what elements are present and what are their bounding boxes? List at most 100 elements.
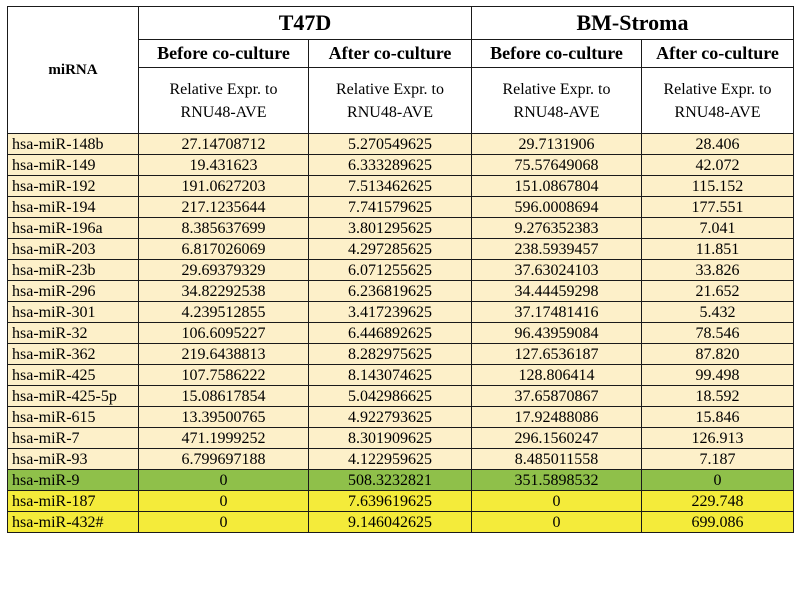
header-phase-row: Before co-culture After co-culture Befor… bbox=[8, 39, 794, 68]
t47d-after-cell: 6.236819625 bbox=[308, 280, 472, 302]
stroma-before-cell: 296.1560247 bbox=[471, 427, 642, 449]
t47d-after-cell: 8.301909625 bbox=[308, 427, 472, 449]
stroma-before-cell: 0 bbox=[471, 511, 642, 533]
stroma-after-cell: 11.851 bbox=[641, 238, 794, 260]
table-header: miRNA T47D BM-Stroma Before co-culture A… bbox=[7, 6, 794, 134]
unit-header: Relative Expr. to RNU48-AVE bbox=[471, 67, 642, 134]
stroma-after-cell: 7.041 bbox=[641, 217, 794, 239]
t47d-after-cell: 6.071255625 bbox=[308, 259, 472, 281]
mirna-name-cell: hsa-miR-425-5p bbox=[7, 385, 139, 407]
t47d-before-cell: 8.385637699 bbox=[138, 217, 309, 239]
mirna-name-cell: hsa-miR-187 bbox=[7, 490, 139, 512]
t47d-after-cell: 508.3232821 bbox=[308, 469, 472, 491]
t47d-after-cell: 6.446892625 bbox=[308, 322, 472, 344]
t47d-after-cell: 4.922793625 bbox=[308, 406, 472, 428]
phase-header-t47d-after: After co-culture bbox=[308, 39, 472, 68]
table-row: hsa-miR-149 19.431623 6.333289625 75.576490… bbox=[7, 154, 794, 176]
stroma-before-cell: 96.43959084 bbox=[471, 322, 642, 344]
unit-label-line2: RNU48-AVE bbox=[347, 103, 433, 121]
t47d-after-cell: 5.270549625 bbox=[308, 133, 472, 155]
stroma-before-cell: 128.806414 bbox=[471, 364, 642, 386]
group-header-t47d: T47D bbox=[138, 6, 472, 40]
t47d-after-cell: 7.513462625 bbox=[308, 175, 472, 197]
table-row: hsa-miR-432# 0 9.146042625 0 699.086 bbox=[7, 511, 794, 533]
t47d-before-cell: 0 bbox=[138, 511, 309, 533]
mirna-expression-table: miRNA T47D BM-Stroma Before co-culture A… bbox=[7, 6, 794, 533]
mirna-name-cell: hsa-miR-194 bbox=[7, 196, 139, 218]
mirna-name-cell: hsa-miR-615 bbox=[7, 406, 139, 428]
mirna-name-cell: hsa-miR-432# bbox=[7, 511, 139, 533]
t47d-before-cell: 4.239512855 bbox=[138, 301, 309, 323]
stroma-after-cell: 5.432 bbox=[641, 301, 794, 323]
t47d-before-cell: 6.817026069 bbox=[138, 238, 309, 260]
table-row: hsa-miR-194 217.1235644 7.741579625 596.000… bbox=[7, 196, 794, 218]
stroma-after-cell: 21.652 bbox=[641, 280, 794, 302]
stroma-before-cell: 351.5898532 bbox=[471, 469, 642, 491]
mirna-name-cell: hsa-miR-149 bbox=[7, 154, 139, 176]
t47d-after-cell: 9.146042625 bbox=[308, 511, 472, 533]
stroma-before-cell: 37.63024103 bbox=[471, 259, 642, 281]
mirna-name-cell: hsa-miR-23b bbox=[7, 259, 139, 281]
stroma-before-cell: 596.0008694 bbox=[471, 196, 642, 218]
unit-label-line2: RNU48-AVE bbox=[180, 103, 267, 121]
stroma-after-cell: 15.846 bbox=[641, 406, 794, 428]
t47d-before-cell: 34.82292538 bbox=[138, 280, 309, 302]
stroma-after-cell: 87.820 bbox=[641, 343, 794, 365]
mirna-name-cell: hsa-miR-296 bbox=[7, 280, 139, 302]
stroma-before-cell: 0 bbox=[471, 490, 642, 512]
t47d-before-cell: 191.0627203 bbox=[138, 175, 309, 197]
stroma-before-cell: 9.276352383 bbox=[471, 217, 642, 239]
t47d-before-cell: 217.1235644 bbox=[138, 196, 309, 218]
mirna-name-cell: hsa-miR-362 bbox=[7, 343, 139, 365]
mirna-column-header: miRNA bbox=[7, 6, 139, 134]
t47d-before-cell: 19.431623 bbox=[138, 154, 309, 176]
phase-header-t47d-before: Before co-culture bbox=[138, 39, 309, 68]
unit-label-line1: Relative Expr. to bbox=[169, 80, 278, 98]
stroma-before-cell: 17.92488086 bbox=[471, 406, 642, 428]
unit-label-line2: RNU48-AVE bbox=[674, 103, 761, 121]
unit-label-line1: Relative Expr. to bbox=[502, 80, 611, 98]
header-unit-row: Relative Expr. to RNU48-AVE Relative Expr… bbox=[8, 67, 794, 134]
stroma-before-cell: 29.7131906 bbox=[471, 133, 642, 155]
unit-header: Relative Expr. to RNU48-AVE bbox=[138, 67, 309, 134]
table-row: hsa-miR-32 106.6095227 6.446892625 96.43959… bbox=[7, 322, 794, 344]
table-row: hsa-miR-296 34.82292538 6.236819625 34.4445… bbox=[7, 280, 794, 302]
stroma-after-cell: 42.072 bbox=[641, 154, 794, 176]
mirna-name-cell: hsa-miR-301 bbox=[7, 301, 139, 323]
table-row: hsa-miR-187 0 7.639619625 0 229.748 bbox=[7, 490, 794, 512]
table-row: hsa-miR-192 191.0627203 7.513462625 151.086… bbox=[7, 175, 794, 197]
t47d-before-cell: 107.7586222 bbox=[138, 364, 309, 386]
stroma-before-cell: 8.485011558 bbox=[471, 448, 642, 470]
stroma-after-cell: 18.592 bbox=[641, 385, 794, 407]
stroma-before-cell: 75.57649068 bbox=[471, 154, 642, 176]
stroma-before-cell: 151.0867804 bbox=[471, 175, 642, 197]
stroma-after-cell: 7.187 bbox=[641, 448, 794, 470]
stroma-after-cell: 0 bbox=[641, 469, 794, 491]
t47d-after-cell: 3.801295625 bbox=[308, 217, 472, 239]
table-body: hsa-miR-148b 27.14708712 5.270549625 29.713… bbox=[7, 133, 794, 533]
mirna-name-cell: hsa-miR-32 bbox=[7, 322, 139, 344]
t47d-after-cell: 3.417239625 bbox=[308, 301, 472, 323]
t47d-after-cell: 4.297285625 bbox=[308, 238, 472, 260]
stroma-after-cell: 126.913 bbox=[641, 427, 794, 449]
t47d-after-cell: 7.639619625 bbox=[308, 490, 472, 512]
table-row: hsa-miR-203 6.817026069 4.297285625 238.593… bbox=[7, 238, 794, 260]
phase-header-stroma-after: After co-culture bbox=[641, 39, 794, 68]
t47d-before-cell: 106.6095227 bbox=[138, 322, 309, 344]
unit-label-line1: Relative Expr. to bbox=[663, 80, 772, 98]
mirna-name-cell: hsa-miR-192 bbox=[7, 175, 139, 197]
stroma-after-cell: 229.748 bbox=[641, 490, 794, 512]
mirna-name-cell: hsa-miR-148b bbox=[7, 133, 139, 155]
t47d-before-cell: 0 bbox=[138, 469, 309, 491]
mirna-name-cell: hsa-miR-9 bbox=[7, 469, 139, 491]
t47d-after-cell: 6.333289625 bbox=[308, 154, 472, 176]
mirna-name-cell: hsa-miR-196a bbox=[7, 217, 139, 239]
table-row: hsa-miR-9 0 508.3232821 351.5898532 0 bbox=[7, 469, 794, 491]
t47d-before-cell: 219.6438813 bbox=[138, 343, 309, 365]
t47d-before-cell: 15.08617854 bbox=[138, 385, 309, 407]
table-row: hsa-miR-93 6.799697188 4.122959625 8.485011… bbox=[7, 448, 794, 470]
stroma-before-cell: 37.17481416 bbox=[471, 301, 642, 323]
t47d-after-cell: 8.143074625 bbox=[308, 364, 472, 386]
table-row: hsa-miR-425 107.7586222 8.143074625 128.806… bbox=[7, 364, 794, 386]
